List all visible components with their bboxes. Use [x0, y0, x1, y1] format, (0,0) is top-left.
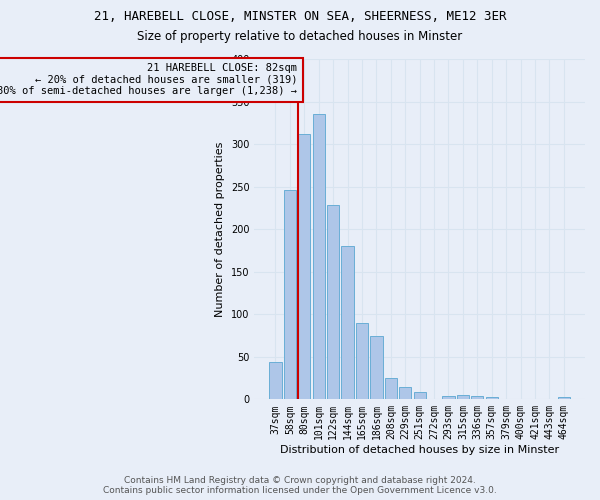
Text: Contains HM Land Registry data © Crown copyright and database right 2024.
Contai: Contains HM Land Registry data © Crown c… — [103, 476, 497, 495]
Text: 21 HAREBELL CLOSE: 82sqm
← 20% of detached houses are smaller (319)
80% of semi-: 21 HAREBELL CLOSE: 82sqm ← 20% of detach… — [0, 64, 298, 96]
Bar — [413, 392, 426, 400]
Bar — [284, 190, 296, 400]
Bar — [327, 206, 339, 400]
Bar — [442, 396, 455, 400]
Bar — [269, 362, 281, 400]
Bar — [485, 397, 498, 400]
Text: 21, HAREBELL CLOSE, MINSTER ON SEA, SHEERNESS, ME12 3ER: 21, HAREBELL CLOSE, MINSTER ON SEA, SHEE… — [94, 10, 506, 23]
Bar — [457, 395, 469, 400]
Bar — [385, 378, 397, 400]
Bar — [370, 336, 383, 400]
Bar — [471, 396, 484, 400]
Bar — [313, 114, 325, 400]
Text: Size of property relative to detached houses in Minster: Size of property relative to detached ho… — [137, 30, 463, 43]
Y-axis label: Number of detached properties: Number of detached properties — [215, 142, 225, 317]
X-axis label: Distribution of detached houses by size in Minster: Distribution of detached houses by size … — [280, 445, 559, 455]
Bar — [341, 246, 354, 400]
Bar — [399, 386, 412, 400]
Bar — [558, 397, 570, 400]
Bar — [298, 134, 310, 400]
Bar — [356, 323, 368, 400]
